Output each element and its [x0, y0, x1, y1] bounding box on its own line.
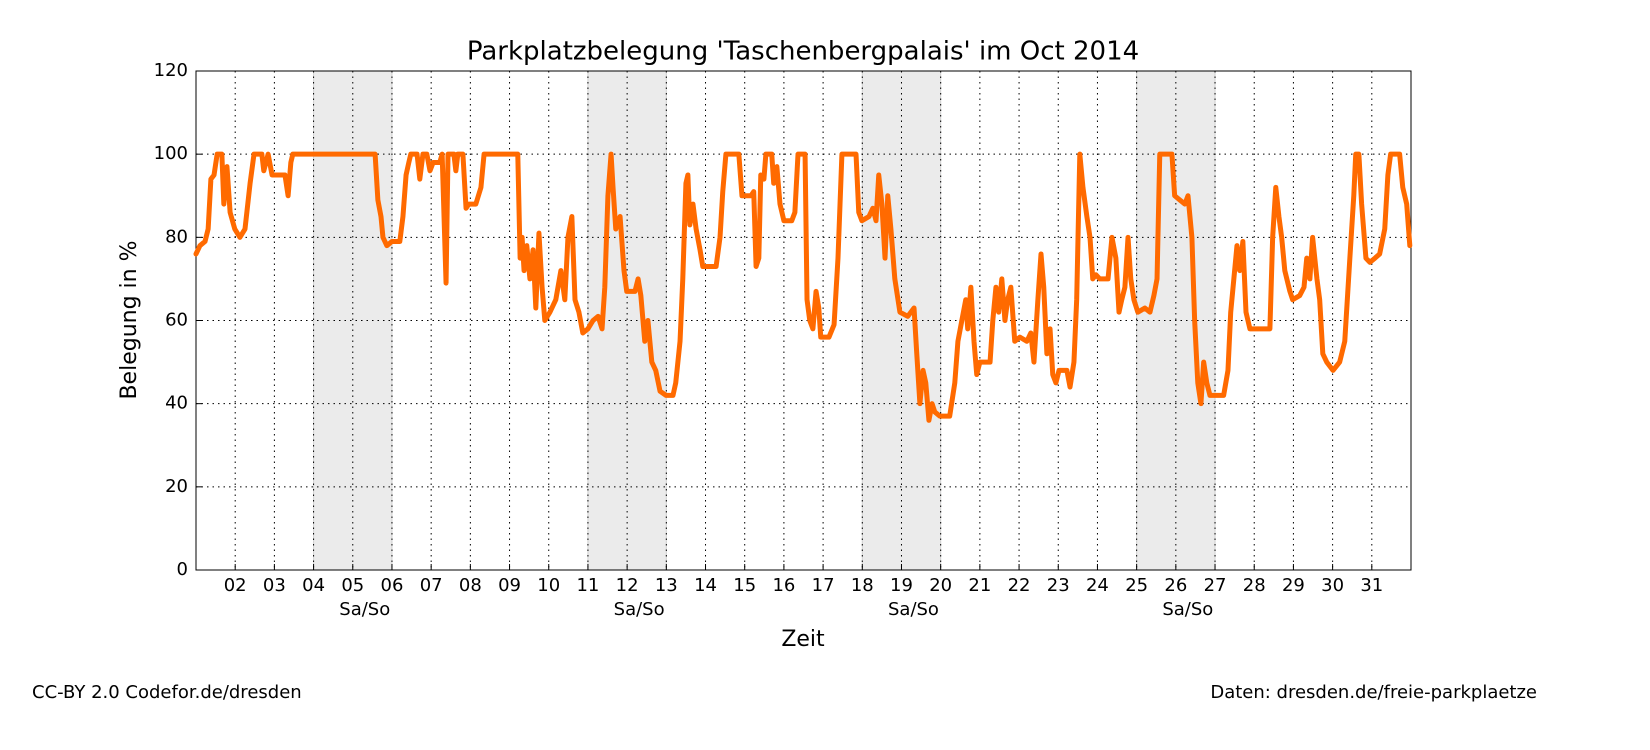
- footer-right: Daten: dresden.de/freie-parkplaetze: [1210, 682, 1537, 703]
- x-tick-label: 04: [302, 575, 325, 596]
- plot-frame: [195, 70, 1412, 571]
- occupancy-line: [193, 151, 1413, 423]
- x-tick-label: 22: [1008, 575, 1031, 596]
- x-tick-label: 27: [1204, 575, 1227, 596]
- x-tick-label: 25: [1125, 575, 1148, 596]
- x-tick-label: 03: [263, 575, 286, 596]
- x-tick-label: 31: [1360, 575, 1383, 596]
- x-tick-label: 07: [420, 575, 443, 596]
- x-tick-label: 05: [341, 575, 364, 596]
- x-tick-label: 16: [772, 575, 795, 596]
- x-tick-label: 02: [224, 575, 247, 596]
- x-tick-label: 14: [694, 575, 717, 596]
- weekend-label: Sa/So: [1162, 599, 1213, 620]
- x-tick-label: 26: [1164, 575, 1187, 596]
- x-tick-label: 08: [459, 575, 482, 596]
- x-tick-label: 10: [537, 575, 560, 596]
- x-tick-label: 20: [929, 575, 952, 596]
- y-tick-label: 80: [165, 226, 188, 247]
- footer-left: CC-BY 2.0 Codefor.de/dresden: [32, 682, 302, 703]
- y-tick-label: 0: [177, 559, 188, 580]
- x-tick-label: 06: [381, 575, 404, 596]
- x-tick-label: 24: [1086, 575, 1109, 596]
- x-tick-label: 18: [851, 575, 874, 596]
- x-tick-label: 13: [655, 575, 678, 596]
- y-tick-label: 60: [165, 310, 188, 331]
- x-tick-label: 09: [498, 575, 521, 596]
- weekend-label: Sa/So: [339, 599, 390, 620]
- weekend-label: Sa/So: [888, 599, 939, 620]
- y-tick-label: 20: [165, 476, 188, 497]
- x-tick-label: 29: [1282, 575, 1305, 596]
- x-axis-label: Zeit: [781, 627, 825, 652]
- chart-title: Parkplatzbelegung 'Taschenbergpalais' im…: [467, 37, 1139, 67]
- y-tick-label: 40: [165, 393, 188, 414]
- x-tick-label: 30: [1321, 575, 1344, 596]
- x-tick-label: 12: [616, 575, 639, 596]
- x-tick-label: 11: [576, 575, 599, 596]
- x-tick-label: 19: [890, 575, 913, 596]
- x-tick-label: 28: [1243, 575, 1266, 596]
- y-tick-label: 100: [154, 143, 188, 164]
- y-axis-label: Belegung in %: [117, 240, 142, 399]
- weekend-label: Sa/So: [614, 599, 665, 620]
- x-tick-label: 15: [733, 575, 756, 596]
- x-tick-label: 23: [1047, 575, 1070, 596]
- y-tick-label: 120: [154, 60, 188, 81]
- x-tick-label: 17: [812, 575, 835, 596]
- x-tick-label: 21: [968, 575, 991, 596]
